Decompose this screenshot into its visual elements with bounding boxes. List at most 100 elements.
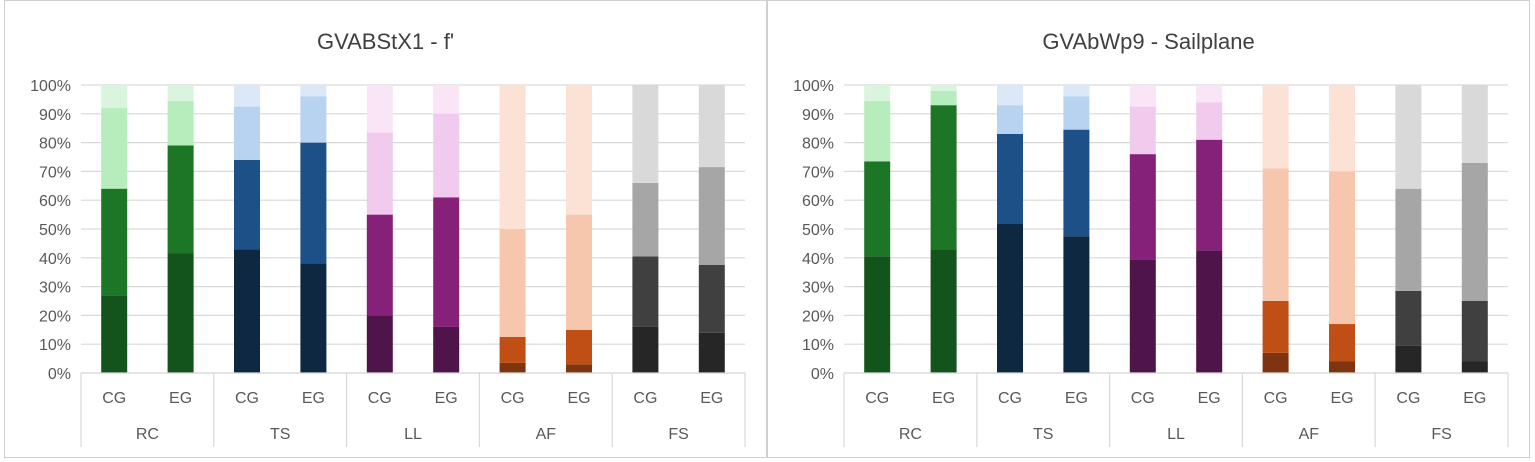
- bar-segment-af-eg-4: [566, 85, 592, 215]
- bar-segment-ll-eg-1: [1196, 250, 1223, 373]
- bar-segment-ll-eg-4: [433, 85, 460, 114]
- x-group-label: LL: [404, 426, 422, 443]
- bar-segment-af-eg-1: [1329, 361, 1355, 373]
- bar-segment-af-cg-4: [1262, 85, 1289, 169]
- bar-segment-rc-eg-4: [930, 85, 957, 91]
- y-tick-label: 90%: [802, 107, 834, 124]
- y-tick-label: 0%: [48, 366, 71, 383]
- y-tick-label: 100%: [30, 78, 71, 95]
- bar-segment-rc-cg-2: [101, 188, 128, 296]
- x-group-label: FS: [1431, 426, 1451, 443]
- y-tick-label: 30%: [39, 280, 71, 297]
- y-tick-label: 50%: [802, 222, 834, 239]
- bar-segment-rc-cg-2: [864, 161, 891, 257]
- bar-segment-ll-eg-1: [433, 326, 460, 373]
- bar-segment-af-cg-2: [1262, 301, 1289, 353]
- bar-segment-ts-cg-3: [234, 106, 260, 160]
- bar-segment-ts-eg-4: [300, 85, 327, 97]
- x-subcategory-label: EG: [302, 390, 325, 407]
- bar-segment-ts-eg-3: [300, 96, 327, 143]
- x-subcategory-label: EG: [435, 390, 458, 407]
- bar-segment-fs-eg-3: [698, 167, 725, 265]
- chart-panel-gvabwp9: GVAbWp9 - Sailplane 0% 10% 20% 30% 40% 50% 60%…: [767, 0, 1530, 458]
- x-subcategory-label: CG: [633, 390, 657, 407]
- x-subcategory-label: CG: [1264, 390, 1288, 407]
- x-subcategory-label: EG: [1463, 390, 1486, 407]
- x-subcategory-label: EG: [567, 390, 590, 407]
- y-tick-label: 20%: [802, 308, 834, 325]
- bar-segment-ts-eg-2: [300, 142, 327, 264]
- x-subcategory-label: CG: [235, 390, 259, 407]
- bar-segment-fs-eg-2: [698, 265, 725, 333]
- bar-segment-fs-cg-1: [1395, 345, 1422, 373]
- bar-segment-fs-eg-4: [698, 85, 725, 168]
- x-group-label: RC: [136, 426, 159, 443]
- y-tick-label: 10%: [39, 337, 71, 354]
- x-group-label: AF: [1299, 426, 1320, 443]
- bar-segment-ll-cg-2: [366, 214, 393, 316]
- bar-segment-ts-cg-1: [997, 223, 1023, 373]
- x-subcategory-label: EG: [932, 390, 955, 407]
- bar-segment-rc-cg-3: [101, 108, 128, 189]
- bar-segment-rc-eg-2: [930, 105, 957, 250]
- x-subcategory-label: CG: [865, 390, 889, 407]
- bar-segment-ll-cg-1: [366, 315, 393, 373]
- bar-segment-af-eg-3: [566, 214, 592, 330]
- bar-segment-fs-cg-3: [632, 182, 659, 257]
- chart-title: GVABStX1 - f': [316, 29, 455, 54]
- bar-segment-fs-cg-2: [632, 256, 659, 327]
- x-group-label: TS: [1033, 426, 1053, 443]
- bar-segment-ll-eg-2: [433, 197, 460, 327]
- bar-segment-fs-eg-4: [1461, 85, 1488, 163]
- x-subcategory-label: EG: [169, 390, 192, 407]
- x-subcategory-label: EG: [700, 390, 723, 407]
- bar-segment-fs-eg-3: [1461, 162, 1488, 301]
- chart-plot: 0% 10% 20% 30% 40% 50% 60% 70% 80% 90% 100% CG EG CG E…: [793, 78, 1509, 447]
- bar-segment-fs-cg-2: [1395, 290, 1422, 346]
- bar-segment-rc-eg-1: [167, 253, 194, 373]
- bar-segment-rc-eg-3: [930, 90, 957, 106]
- y-tick-label: 30%: [802, 280, 834, 297]
- bar-segment-ts-cg-2: [997, 133, 1023, 224]
- bar-segment-af-cg-1: [499, 362, 526, 373]
- bar-segment-fs-cg-1: [632, 326, 659, 373]
- bar-segment-af-cg-4: [499, 85, 526, 229]
- x-subcategory-label: EG: [1330, 390, 1353, 407]
- x-group-label: FS: [668, 426, 688, 443]
- bar-segment-fs-eg-1: [1461, 361, 1488, 373]
- bar-segment-ll-cg-2: [1129, 154, 1156, 260]
- bar-segment-rc-eg-3: [167, 100, 194, 146]
- bar-segment-ts-eg-3: [1063, 96, 1090, 130]
- y-tick-label: 90%: [39, 107, 71, 124]
- y-tick-label: 40%: [39, 251, 71, 268]
- bar-segment-ts-eg-1: [1063, 236, 1090, 373]
- y-tick-label: 50%: [39, 222, 71, 239]
- y-tick-label: 60%: [39, 193, 71, 210]
- y-tick-label: 80%: [802, 136, 834, 153]
- x-subcategory-label: CG: [1131, 390, 1155, 407]
- bar-segment-ll-eg-2: [1196, 139, 1223, 251]
- bar-segment-ll-cg-4: [366, 85, 393, 133]
- bar-segment-fs-eg-2: [1461, 301, 1488, 362]
- bar-segment-ll-cg-4: [1129, 85, 1156, 107]
- bar-segment-rc-cg-1: [864, 256, 891, 373]
- y-tick-label: 80%: [39, 136, 71, 153]
- bar-segment-ll-eg-3: [433, 113, 460, 198]
- bar-segment-af-eg-1: [566, 364, 592, 373]
- bar-segment-af-cg-2: [499, 337, 526, 363]
- bar-segment-rc-cg-4: [864, 85, 891, 101]
- x-subcategory-label: CG: [998, 390, 1022, 407]
- bar-segment-ts-eg-4: [1063, 85, 1090, 97]
- bar-segment-af-cg-3: [499, 229, 526, 337]
- x-subcategory-label: CG: [501, 390, 525, 407]
- bar-segment-rc-eg-2: [167, 145, 194, 254]
- x-group-label: LL: [1167, 426, 1185, 443]
- y-tick-label: 20%: [39, 308, 71, 325]
- bar-segment-af-eg-3: [1329, 171, 1355, 325]
- bar-segment-af-cg-3: [1262, 168, 1289, 301]
- bar-segment-af-eg-2: [566, 329, 592, 365]
- bar-segment-ts-cg-2: [234, 159, 260, 250]
- bar-segment-fs-cg-4: [632, 85, 659, 183]
- y-tick-label: 100%: [793, 78, 834, 95]
- x-subcategory-label: EG: [1065, 390, 1088, 407]
